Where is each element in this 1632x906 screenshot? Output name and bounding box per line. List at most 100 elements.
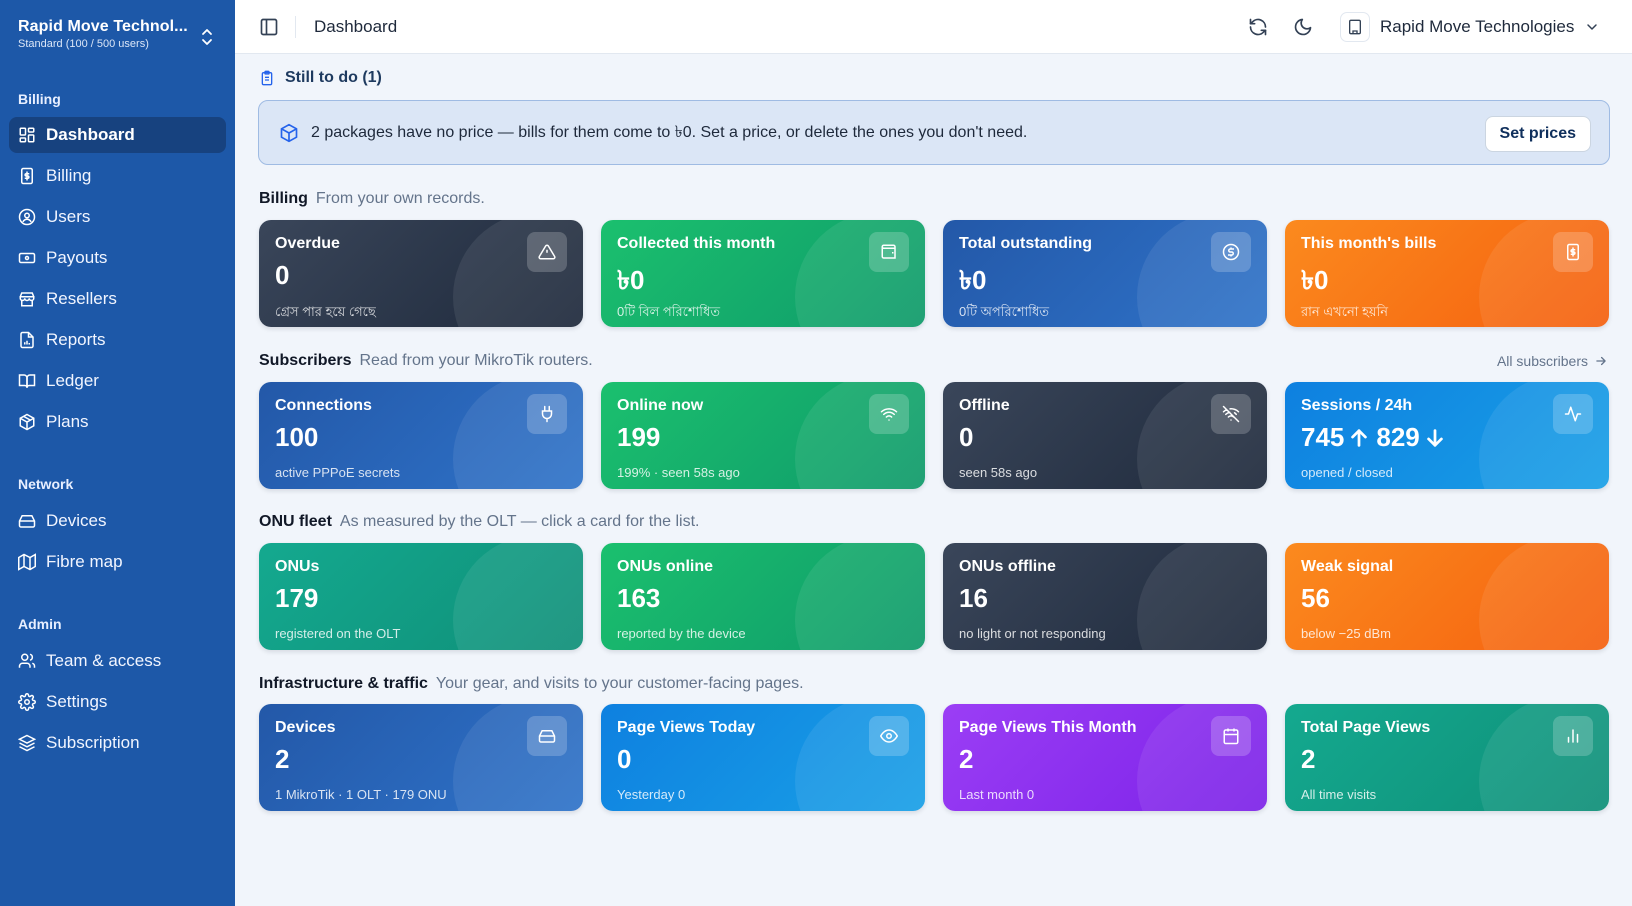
sessions-opened-value: 745	[1301, 422, 1345, 452]
card-value: 2	[959, 744, 974, 774]
card-sub: 199% · seen 58s ago	[617, 465, 740, 480]
sidebar-item-payouts[interactable]: Payouts	[9, 240, 226, 276]
package-icon	[280, 123, 298, 142]
chevron-down-icon	[1587, 24, 1598, 30]
section-title: ONU fleet	[259, 513, 332, 530]
receipt-icon	[1553, 232, 1593, 272]
sidebar-item-resellers[interactable]: Resellers	[9, 281, 226, 317]
card-value: 163	[617, 583, 661, 613]
card-value: 199	[617, 422, 661, 452]
sidebar-item-dashboard[interactable]: Dashboard	[9, 117, 226, 153]
report-icon	[18, 331, 36, 349]
gear-icon	[18, 693, 36, 711]
bar-chart-icon	[1553, 716, 1593, 756]
org-name: Rapid Move Technol...	[18, 18, 188, 35]
card-sub: Last month 0	[959, 787, 1035, 802]
map-icon	[18, 553, 36, 571]
card-sessions-24h[interactable]: Sessions / 24h 745 829 opened / closed	[1285, 382, 1609, 489]
card-label: Devices	[275, 719, 336, 736]
card-value: 16	[959, 583, 988, 613]
card-sub: Yesterday 0	[617, 787, 686, 802]
card-label: ONUs	[275, 558, 320, 575]
org-plan: Standard (100 / 500 users)	[18, 38, 149, 50]
card-onus-offline[interactable]: ONUs offline 16 no light or not respondi…	[943, 543, 1267, 650]
card-sub: below −25 dBm	[1301, 626, 1391, 641]
card-label: Connections	[275, 397, 372, 414]
section-title: Subscribers	[259, 352, 352, 369]
card-label: Weak signal	[1301, 558, 1394, 575]
card-total-page-views[interactable]: Total Page Views 2 All time visits	[1285, 704, 1609, 811]
card-collected-this-month[interactable]: Collected this month ৳0 0টি বিল পরিশোধিত	[601, 220, 925, 327]
refresh-icon[interactable]	[1248, 17, 1268, 37]
org-dropdown[interactable]: Rapid Move Technologies	[1340, 12, 1600, 42]
card-offline[interactable]: Offline 0 seen 58s ago	[943, 382, 1267, 489]
todo-heading: Still to do (1)	[259, 69, 382, 87]
card-sub: 0টি বিল পরিশোধিত	[617, 304, 721, 319]
sidebar-item-reports[interactable]: Reports	[9, 322, 226, 358]
card-page-views-today[interactable]: Page Views Today 0 Yesterday 0	[601, 704, 925, 811]
sidebar-item-ledger[interactable]: Ledger	[9, 363, 226, 399]
card-page-views-this-month[interactable]: Page Views This Month 2 Last month 0	[943, 704, 1267, 811]
alert-triangle-icon	[527, 232, 567, 272]
card-this-months-bills[interactable]: This month's bills ৳0 রান এখনো হয়নি	[1285, 220, 1609, 327]
sidebar-toggle-icon[interactable]	[259, 17, 279, 37]
org-switcher[interactable]: Rapid Move Technol... Standard (100 / 50…	[18, 18, 218, 58]
arrow-up-icon	[1351, 428, 1368, 447]
set-prices-button[interactable]: Set prices	[1484, 116, 1591, 152]
sidebar-item-billing[interactable]: Billing	[9, 158, 226, 194]
card-value: ৳0	[959, 265, 987, 295]
section-title: Infrastructure & traffic	[259, 675, 428, 692]
card-sub: registered on the OLT	[275, 626, 401, 641]
link-label: All subscribers	[1496, 353, 1588, 369]
receipt-icon	[18, 167, 36, 185]
card-overdue[interactable]: Overdue 0 গ্রেস পার হয়ে গেছে	[259, 220, 583, 327]
card-sub: reported by the device	[617, 626, 746, 641]
calendar-icon	[1211, 716, 1251, 756]
card-devices[interactable]: Devices 2 1 MikroTik · 1 OLT · 179 ONU	[259, 704, 583, 811]
card-label: ONUs offline	[959, 558, 1056, 575]
wallet-icon	[869, 232, 909, 272]
building-icon	[1340, 12, 1370, 42]
section-heading-onu: ONU fleet As measured by the OLT — click …	[259, 513, 699, 531]
card-onus-online[interactable]: ONUs online 163 reported by the device	[601, 543, 925, 650]
card-sub: 1 MikroTik · 1 OLT · 179 ONU	[275, 787, 447, 802]
section-desc: Read from your MikroTik routers.	[359, 352, 593, 369]
card-label: Sessions / 24h	[1301, 397, 1413, 414]
card-label: Page Views This Month	[959, 719, 1137, 736]
sidebar-item-plans[interactable]: Plans	[9, 404, 226, 440]
moon-icon[interactable]	[1293, 17, 1313, 37]
all-subscribers-link[interactable]: All subscribers	[1497, 353, 1608, 369]
sidebar-item-devices[interactable]: Devices	[9, 503, 226, 539]
users-icon	[18, 652, 36, 670]
sidebar-item-label: Devices	[46, 511, 107, 530]
card-label: Online now	[617, 397, 704, 414]
sidebar-item-users[interactable]: Users	[9, 199, 226, 235]
sidebar-item-team-access[interactable]: Team & access	[9, 643, 226, 679]
card-weak-signal[interactable]: Weak signal 56 below −25 dBm	[1285, 543, 1609, 650]
card-sub: রান এখনো হয়নি	[1301, 304, 1389, 319]
dashboard-icon	[18, 126, 36, 144]
sidebar-item-settings[interactable]: Settings	[9, 684, 226, 720]
sidebar-item-label: Plans	[46, 412, 89, 431]
card-value: ৳0	[617, 265, 645, 295]
arrow-down-icon	[1426, 428, 1443, 447]
card-onus[interactable]: ONUs 179 registered on the OLT	[259, 543, 583, 650]
layers-icon	[18, 734, 36, 752]
card-label: ONUs online	[617, 558, 714, 575]
card-total-outstanding[interactable]: Total outstanding ৳0 0টি অপরিশোধিত	[943, 220, 1267, 327]
card-connections[interactable]: Connections 100 active PPPoE secrets	[259, 382, 583, 489]
sidebar-item-subscription[interactable]: Subscription	[9, 725, 226, 761]
card-value: 0	[617, 744, 632, 774]
hard-drive-icon	[18, 512, 36, 530]
org-dropdown-label: Rapid Move Technologies	[1380, 17, 1575, 36]
card-value: 56	[1301, 583, 1330, 613]
chevrons-up-down-icon	[202, 29, 212, 45]
sidebar-item-label: Ledger	[46, 371, 99, 390]
sidebar-item-fibre-map[interactable]: Fibre map	[9, 544, 226, 580]
alert-text: 2 packages have no price — bills for the…	[311, 124, 1028, 141]
sidebar: Rapid Move Technol... Standard (100 / 50…	[0, 0, 235, 906]
card-value: 100	[275, 422, 319, 452]
card-online-now[interactable]: Online now 199 199% · seen 58s ago	[601, 382, 925, 489]
card-label: Total outstanding	[959, 235, 1093, 252]
card-label: Overdue	[275, 235, 340, 252]
